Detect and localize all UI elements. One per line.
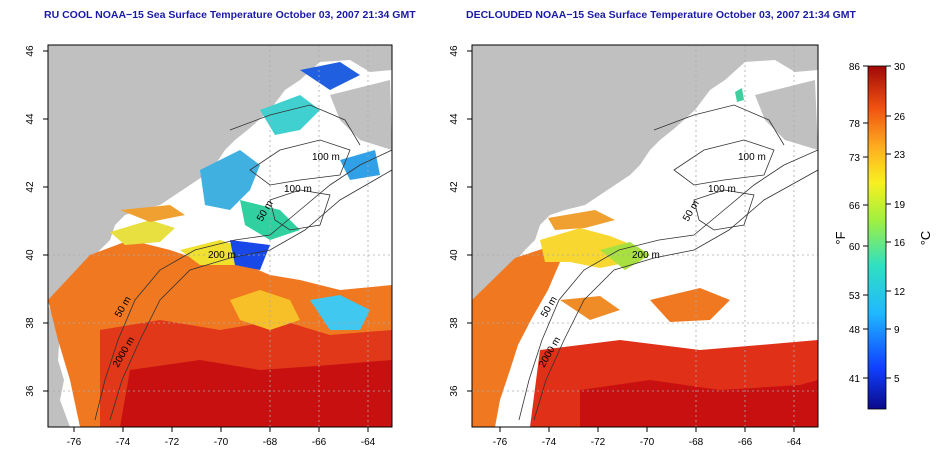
right-map-title: DECLOUDED NOAA−15 Sea Surface Temperatur…: [466, 9, 856, 21]
celsius-tick-label: 16: [894, 238, 906, 249]
lat-tick-label: 46: [449, 45, 460, 57]
temperature-colorbar: 86 78 73 66 60 53 48 41 30 26 23 19 16 1…: [833, 62, 933, 410]
lon-tick-label: -74: [116, 437, 131, 448]
fahrenheit-tick-label: 78: [849, 119, 861, 130]
lat-tick-label: 46: [25, 45, 36, 57]
lon-tick-label: -76: [67, 437, 82, 448]
lat-tick-label: 38: [449, 317, 460, 329]
lat-tick-label: 36: [25, 385, 36, 397]
fahrenheit-tick-label: 60: [849, 242, 861, 253]
colorbar-gradient: [867, 65, 887, 410]
lon-tick-label: -66: [738, 437, 753, 448]
lat-tick-label: 36: [449, 385, 460, 397]
fahrenheit-tick-label: 41: [849, 374, 861, 385]
celsius-tick-label: 12: [894, 287, 906, 298]
fahrenheit-tick-label: 86: [849, 62, 861, 73]
sst-cool-region: [200, 150, 260, 210]
contour-label: 200 m: [632, 250, 660, 261]
contour-label: 100 m: [738, 152, 766, 163]
left-map-imagery: [48, 45, 392, 427]
right-map-frame: [471, 44, 819, 428]
lon-tick-label: -66: [312, 437, 327, 448]
lon-tick-label: -74: [542, 437, 557, 448]
celsius-tick-label: 26: [894, 112, 906, 123]
right-map-imagery: [472, 45, 818, 427]
contour-label: 100 m: [312, 152, 340, 163]
lon-tick-label: -64: [787, 437, 802, 448]
celsius-tick-label: 30: [894, 62, 906, 73]
sst-warm-region: [472, 248, 560, 427]
celsius-tick-label: 5: [894, 374, 900, 385]
lon-tick-label: -64: [361, 437, 376, 448]
contour-label: 100 m: [284, 184, 312, 195]
celsius-tick-label: 19: [894, 200, 906, 211]
contour-label: 200 m: [208, 250, 236, 261]
left-map-title: RU COOL NOAA−15 Sea Surface Temperature …: [44, 9, 416, 21]
lat-tick-label: 42: [449, 181, 460, 193]
lat-tick-label: 42: [25, 181, 36, 193]
land-mass: [472, 45, 818, 305]
lon-tick-label: -70: [640, 437, 655, 448]
right-map-panel: 100 m 100 m 50 m 200 m 50 m 2000 m -76 -…: [449, 44, 819, 448]
fahrenheit-unit-label: °F: [833, 231, 848, 244]
land-mass: [48, 45, 392, 305]
lat-tick-label: 44: [25, 113, 36, 125]
lat-tick-label: 40: [449, 249, 460, 261]
celsius-tick-label: 23: [894, 150, 906, 161]
lat-tick-label: 40: [25, 249, 36, 261]
fahrenheit-tick-label: 53: [849, 291, 861, 302]
lat-tick-label: 44: [449, 113, 460, 125]
lon-tick-label: -68: [689, 437, 704, 448]
fahrenheit-tick-label: 66: [849, 201, 861, 212]
lon-tick-label: -72: [165, 437, 180, 448]
celsius-unit-label: °C: [918, 231, 933, 246]
lon-tick-label: -76: [493, 437, 508, 448]
left-map-panel: 100 m 100 m 50 m 200 m 50 m 2000 m -76 -…: [25, 44, 393, 448]
fahrenheit-tick-label: 73: [849, 153, 861, 164]
fahrenheit-tick-label: 48: [849, 325, 861, 336]
contour-label: 100 m: [708, 184, 736, 195]
celsius-tick-label: 9: [894, 325, 900, 336]
lon-tick-label: -70: [214, 437, 229, 448]
lon-tick-label: -68: [263, 437, 278, 448]
lon-tick-label: -72: [591, 437, 606, 448]
left-map-frame: [47, 44, 393, 428]
lat-tick-label: 38: [25, 317, 36, 329]
